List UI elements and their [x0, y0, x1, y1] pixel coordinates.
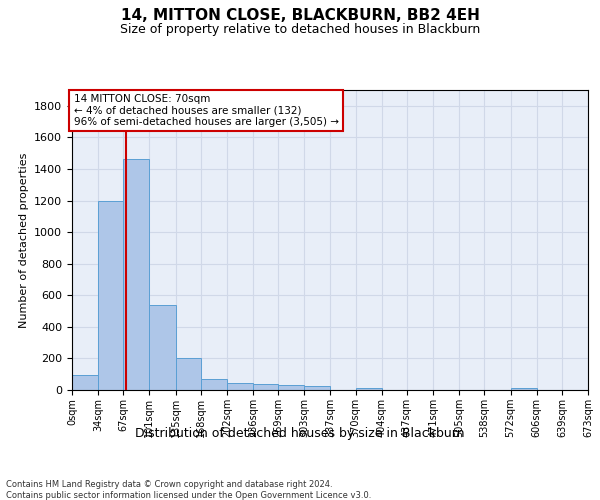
Bar	[98, 200, 124, 390]
Bar	[511, 388, 536, 390]
Y-axis label: Number of detached properties: Number of detached properties	[19, 152, 29, 328]
Bar	[176, 358, 201, 390]
Text: Distribution of detached houses by size in Blackburn: Distribution of detached houses by size …	[135, 428, 465, 440]
Bar	[227, 383, 253, 390]
Bar	[253, 384, 278, 390]
Text: 14, MITTON CLOSE, BLACKBURN, BB2 4EH: 14, MITTON CLOSE, BLACKBURN, BB2 4EH	[121, 8, 479, 22]
Text: Contains HM Land Registry data © Crown copyright and database right 2024.
Contai: Contains HM Land Registry data © Crown c…	[6, 480, 371, 500]
Bar	[356, 388, 382, 390]
Text: Size of property relative to detached houses in Blackburn: Size of property relative to detached ho…	[120, 22, 480, 36]
Bar	[72, 375, 98, 390]
Bar	[278, 385, 304, 390]
Bar	[149, 304, 176, 390]
Bar	[304, 386, 331, 390]
Bar	[201, 379, 227, 390]
Bar	[124, 160, 149, 390]
Text: 14 MITTON CLOSE: 70sqm
← 4% of detached houses are smaller (132)
96% of semi-det: 14 MITTON CLOSE: 70sqm ← 4% of detached …	[74, 94, 338, 127]
